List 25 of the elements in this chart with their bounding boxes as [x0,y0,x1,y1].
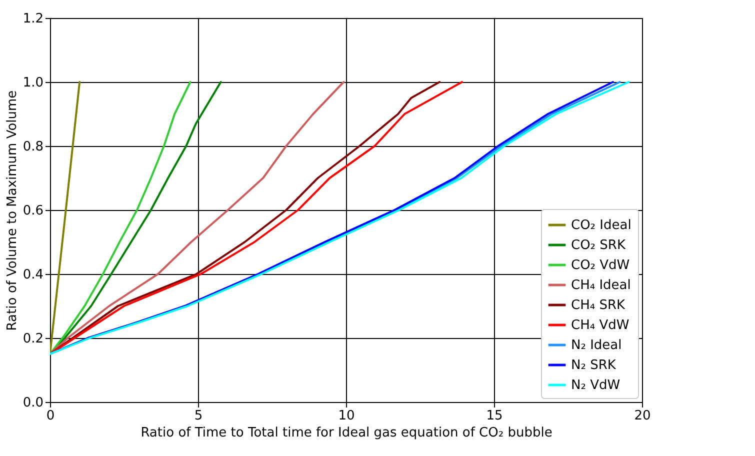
y-tick-label: 1.0 [22,76,44,90]
x-tick-label: 0 [46,408,55,424]
line-series [50,81,345,355]
y-tick-label: 0.4 [22,268,44,282]
legend-label: N₂ SRK [571,358,616,373]
y-tick-label: 0.6 [22,204,44,218]
x-tick-label: 20 [634,408,651,424]
legend-label: CH₄ Ideal [571,278,631,293]
y-tick-label: 0.8 [22,140,44,154]
y-tick-label: 0.0 [22,396,44,410]
x-tick-label: 15 [486,408,503,424]
legend-label: CO₂ Ideal [571,218,632,233]
x-axis-title: Ratio of Time to Total time for Ideal gas equation of CO₂ bubble [140,426,552,440]
x-tick-label: 5 [194,408,203,424]
legend-label: CO₂ VdW [571,258,630,273]
legend-label: CH₄ VdW [571,318,630,333]
x-tick-label: 10 [338,408,355,424]
legend-label: N₂ VdW [571,378,620,393]
line-series [50,81,192,355]
legend-label: CO₂ SRK [571,238,626,253]
y-tick-label: 1.2 [22,12,44,26]
legend-label: CH₄ SRK [571,298,626,313]
legend-label: N₂ Ideal [571,338,622,353]
y-axis-title: Ratio of Volume to Maximum Volume [4,90,20,331]
y-tick-label: 0.2 [22,332,44,346]
